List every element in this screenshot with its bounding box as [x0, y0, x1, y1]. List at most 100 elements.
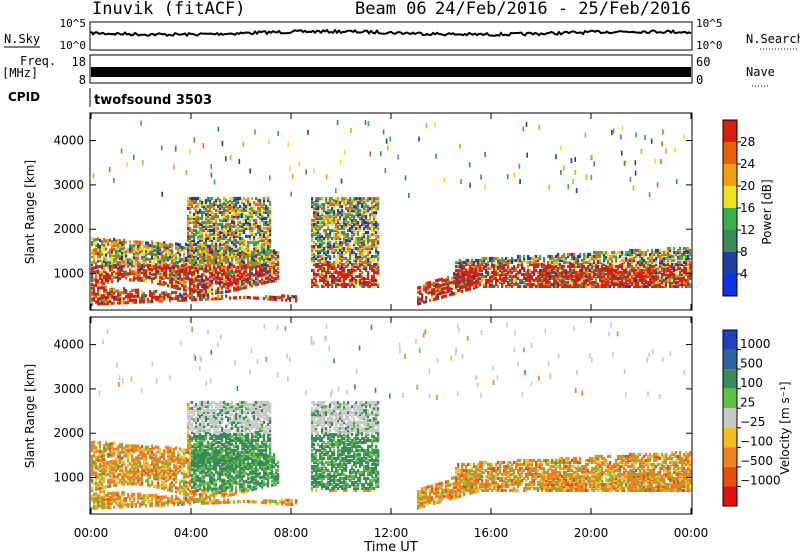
echo-cell [219, 287, 222, 291]
echo-cell [365, 225, 368, 229]
echo-cell [261, 238, 264, 242]
echo-cell [187, 234, 190, 238]
echo-cell [329, 254, 332, 259]
echo-cell [125, 250, 128, 254]
echo-cell [631, 266, 634, 271]
echo-cell [247, 281, 250, 285]
echo-cell [225, 266, 228, 270]
echo-cell [157, 269, 160, 273]
echo-cell [435, 287, 438, 291]
echo-cell [263, 222, 266, 226]
echo-cell [337, 254, 340, 259]
echo-cell [119, 239, 122, 243]
echo-cell [173, 277, 176, 281]
echo-cell [193, 274, 196, 278]
echo-cell [617, 278, 620, 283]
echo-cell [437, 278, 440, 282]
echo-cell [101, 270, 104, 274]
echo-cell [237, 265, 240, 269]
echo-cell [561, 254, 564, 259]
echo-cell [503, 260, 506, 265]
echo-cell [551, 264, 554, 269]
echo-cell [231, 240, 234, 244]
echo-cell [425, 286, 428, 290]
echo-cell [193, 278, 196, 282]
echo-cell [319, 239, 322, 243]
echo-cell [327, 237, 330, 241]
echo-cell [227, 250, 230, 254]
echo-cell [107, 239, 110, 243]
echo-cell [607, 268, 610, 273]
echo-cell [113, 259, 116, 263]
echo-cell [447, 281, 450, 285]
echo-cell [261, 277, 264, 281]
echo-cell [603, 252, 606, 257]
echo-cell [131, 292, 134, 296]
echo-cell [229, 269, 232, 273]
echo-cell [367, 282, 370, 287]
echo-cell [509, 260, 512, 265]
echo-cell [547, 280, 550, 285]
echo-cell [329, 264, 332, 269]
echo-cell [527, 272, 530, 277]
echo-cell [547, 278, 550, 283]
echo-cell [361, 280, 364, 285]
echo-cell [359, 205, 362, 209]
echo-cell [575, 264, 578, 269]
echo-cell [455, 278, 458, 283]
echo-cell [377, 254, 380, 259]
echo-cell [603, 278, 606, 283]
echo-cell [341, 245, 344, 249]
echo-cell [339, 205, 342, 209]
echo-cell [361, 252, 364, 257]
echo-cell [197, 196, 200, 201]
echo-cell [531, 278, 534, 283]
echo-cell [117, 271, 120, 275]
echo-cell [93, 288, 96, 292]
echo-cell [221, 226, 224, 230]
echo-cell [91, 243, 94, 247]
echo-cell [535, 258, 538, 263]
echo-cell [493, 262, 496, 267]
echo-cell [145, 241, 148, 245]
echo-cell [445, 286, 448, 290]
echo-cell [189, 210, 192, 214]
echo-cell [593, 282, 596, 287]
echo-cell [571, 268, 574, 273]
echo-cell [175, 260, 178, 264]
echo-cell [317, 197, 320, 201]
echo-cell [129, 246, 132, 250]
echo-cell [167, 293, 170, 297]
echo-cell [497, 260, 500, 265]
echo-cell [135, 290, 138, 294]
echo-cell [185, 246, 188, 250]
echo-cell [245, 204, 248, 209]
echo-cell [169, 280, 172, 284]
echo-cell [357, 274, 360, 279]
echo-cell [327, 219, 330, 223]
echo-cell [325, 278, 328, 283]
echo-cell [227, 262, 230, 266]
echo-cell [205, 232, 208, 236]
echo-cell [219, 242, 222, 246]
echo-cell [593, 250, 596, 255]
echo-cell [581, 276, 584, 281]
echo-cell [175, 262, 178, 266]
echo-cell [197, 234, 200, 238]
echo-cell [371, 245, 374, 249]
echo-cell [361, 215, 364, 219]
echo-cell [149, 250, 152, 254]
echo-cell [537, 274, 540, 279]
echo-cell [195, 284, 198, 288]
echo-cell [215, 275, 218, 279]
echo-cell [289, 298, 292, 303]
echo-cell [355, 203, 358, 207]
echo-cell [355, 284, 358, 288]
echo-cell [437, 288, 440, 292]
echo-cell [239, 256, 242, 260]
echo-cell [319, 264, 322, 269]
echo-cell [591, 274, 594, 279]
echo-cell [553, 274, 556, 279]
echo-cell [211, 271, 214, 275]
echo-cell [117, 279, 120, 283]
